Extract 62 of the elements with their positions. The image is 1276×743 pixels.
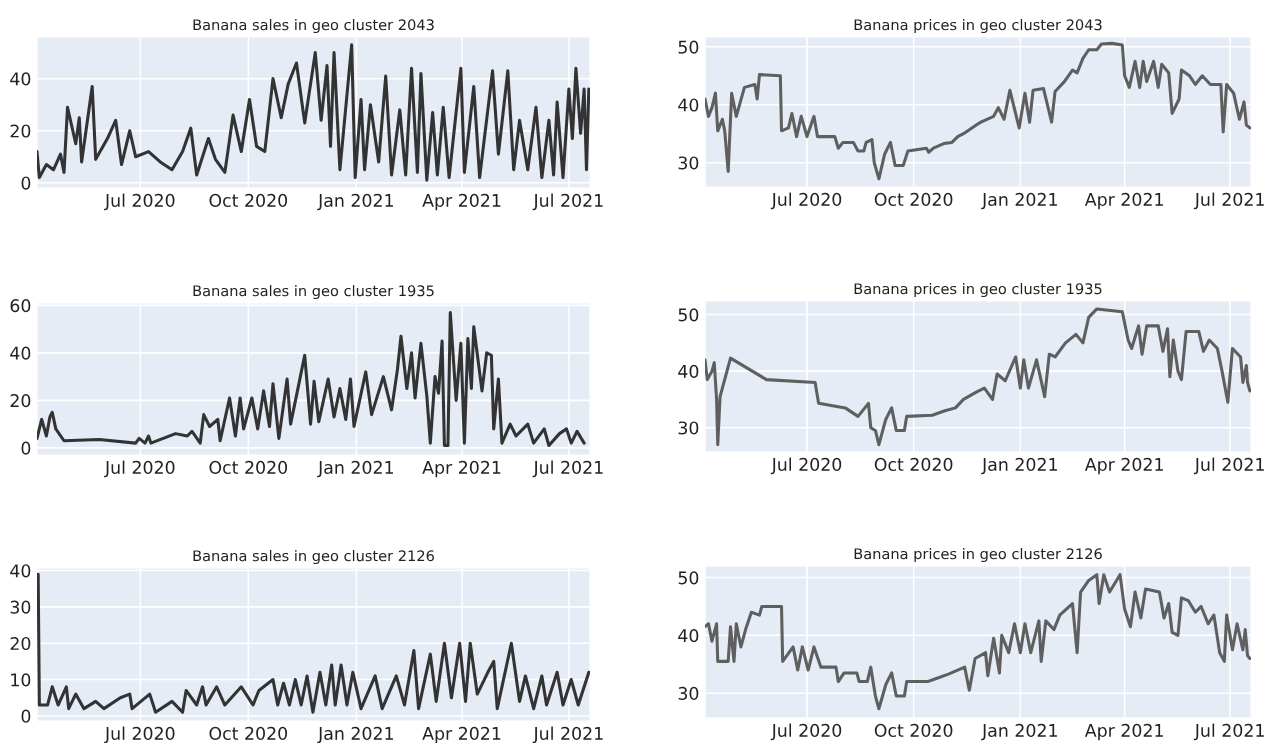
y-tick-label: 50 bbox=[678, 40, 699, 54]
y-tick-label: 30 bbox=[678, 421, 699, 435]
x-tick-label: Jul 2021 bbox=[532, 460, 603, 478]
y-tick-label: 20 bbox=[10, 124, 31, 138]
x-tick-label: Apr 2021 bbox=[1084, 723, 1163, 741]
line-series bbox=[705, 307, 1251, 447]
y-tick-label: 20 bbox=[10, 636, 31, 651]
x-tick-label: Apr 2021 bbox=[422, 460, 501, 478]
y-tick-label: 50 bbox=[678, 308, 699, 322]
x-tick-label: Jan 2021 bbox=[981, 457, 1057, 475]
chart-title: Banana prices in geo cluster 1935 bbox=[854, 282, 1102, 298]
x-tick-label: Oct 2020 bbox=[874, 457, 953, 471]
x-tick-label: Jul 2021 bbox=[1193, 723, 1264, 741]
chart-title: Banana prices in geo cluster 2126 bbox=[854, 547, 1102, 563]
x-tick-label: Jul 2021 bbox=[1193, 457, 1264, 475]
x-tick-label: Apr 2021 bbox=[1084, 457, 1163, 475]
x-tick-label: Jan 2021 bbox=[317, 193, 393, 211]
y-tick-label: 30 bbox=[678, 686, 699, 700]
y-tick-label: 20 bbox=[10, 394, 31, 408]
x-tick-label: Jul 2021 bbox=[1193, 192, 1264, 210]
chart-title: Banana prices in geo cluster 2043 bbox=[854, 18, 1102, 34]
line-series bbox=[705, 41, 1251, 181]
x-tick-label: Jan 2021 bbox=[317, 460, 393, 478]
y-tick-label: 40 bbox=[10, 72, 31, 86]
y-tick-label: 30 bbox=[10, 600, 31, 614]
line-series bbox=[705, 573, 1251, 711]
y-tick-label: 60 bbox=[10, 299, 31, 313]
x-tick-label: Oct 2020 bbox=[874, 723, 953, 737]
x-tick-label: Jan 2021 bbox=[981, 723, 1057, 741]
y-tick-label: 40 bbox=[678, 364, 699, 378]
y-tick-label: 40 bbox=[678, 98, 699, 112]
x-tick-label: Jul 2020 bbox=[104, 460, 175, 478]
y-tick-label: 0 bbox=[21, 176, 31, 190]
chart-title: Banana sales in geo cluster 2126 bbox=[193, 549, 434, 565]
x-tick-label: Jul 2020 bbox=[104, 726, 175, 743]
x-tick-label: Jul 2020 bbox=[770, 457, 842, 475]
x-tick-label: Apr 2021 bbox=[422, 193, 501, 211]
y-tick-label: 30 bbox=[678, 156, 699, 170]
x-tick-label: Jan 2021 bbox=[317, 726, 393, 743]
x-tick-label: Oct 2020 bbox=[209, 460, 288, 474]
x-tick-label: Jul 2020 bbox=[770, 723, 842, 741]
x-tick-label: Jul 2021 bbox=[532, 726, 603, 743]
x-tick-label: Apr 2021 bbox=[1084, 192, 1163, 210]
y-tick-label: 40 bbox=[10, 346, 31, 360]
y-tick-label: 40 bbox=[10, 564, 31, 578]
x-tick-label: Jul 2021 bbox=[532, 193, 603, 211]
x-tick-label: Jul 2020 bbox=[770, 192, 842, 210]
x-tick-label: Oct 2020 bbox=[209, 726, 288, 740]
y-tick-label: 50 bbox=[678, 571, 699, 585]
x-tick-label: Oct 2020 bbox=[874, 192, 953, 206]
y-tick-label: 0 bbox=[21, 441, 31, 455]
x-tick-label: Jul 2020 bbox=[104, 193, 175, 211]
chart-title: Banana sales in geo cluster 1935 bbox=[193, 284, 434, 300]
y-tick-label: 0 bbox=[21, 709, 31, 723]
y-tick-label: 40 bbox=[678, 629, 699, 643]
chart-title: Banana sales in geo cluster 2043 bbox=[193, 18, 434, 34]
line-series bbox=[37, 310, 586, 448]
y-tick-label: 10 bbox=[11, 673, 31, 687]
x-tick-label: Apr 2021 bbox=[422, 726, 501, 743]
line-series bbox=[37, 43, 590, 182]
x-tick-label: Oct 2020 bbox=[209, 193, 288, 207]
x-tick-label: Jan 2021 bbox=[981, 192, 1057, 210]
